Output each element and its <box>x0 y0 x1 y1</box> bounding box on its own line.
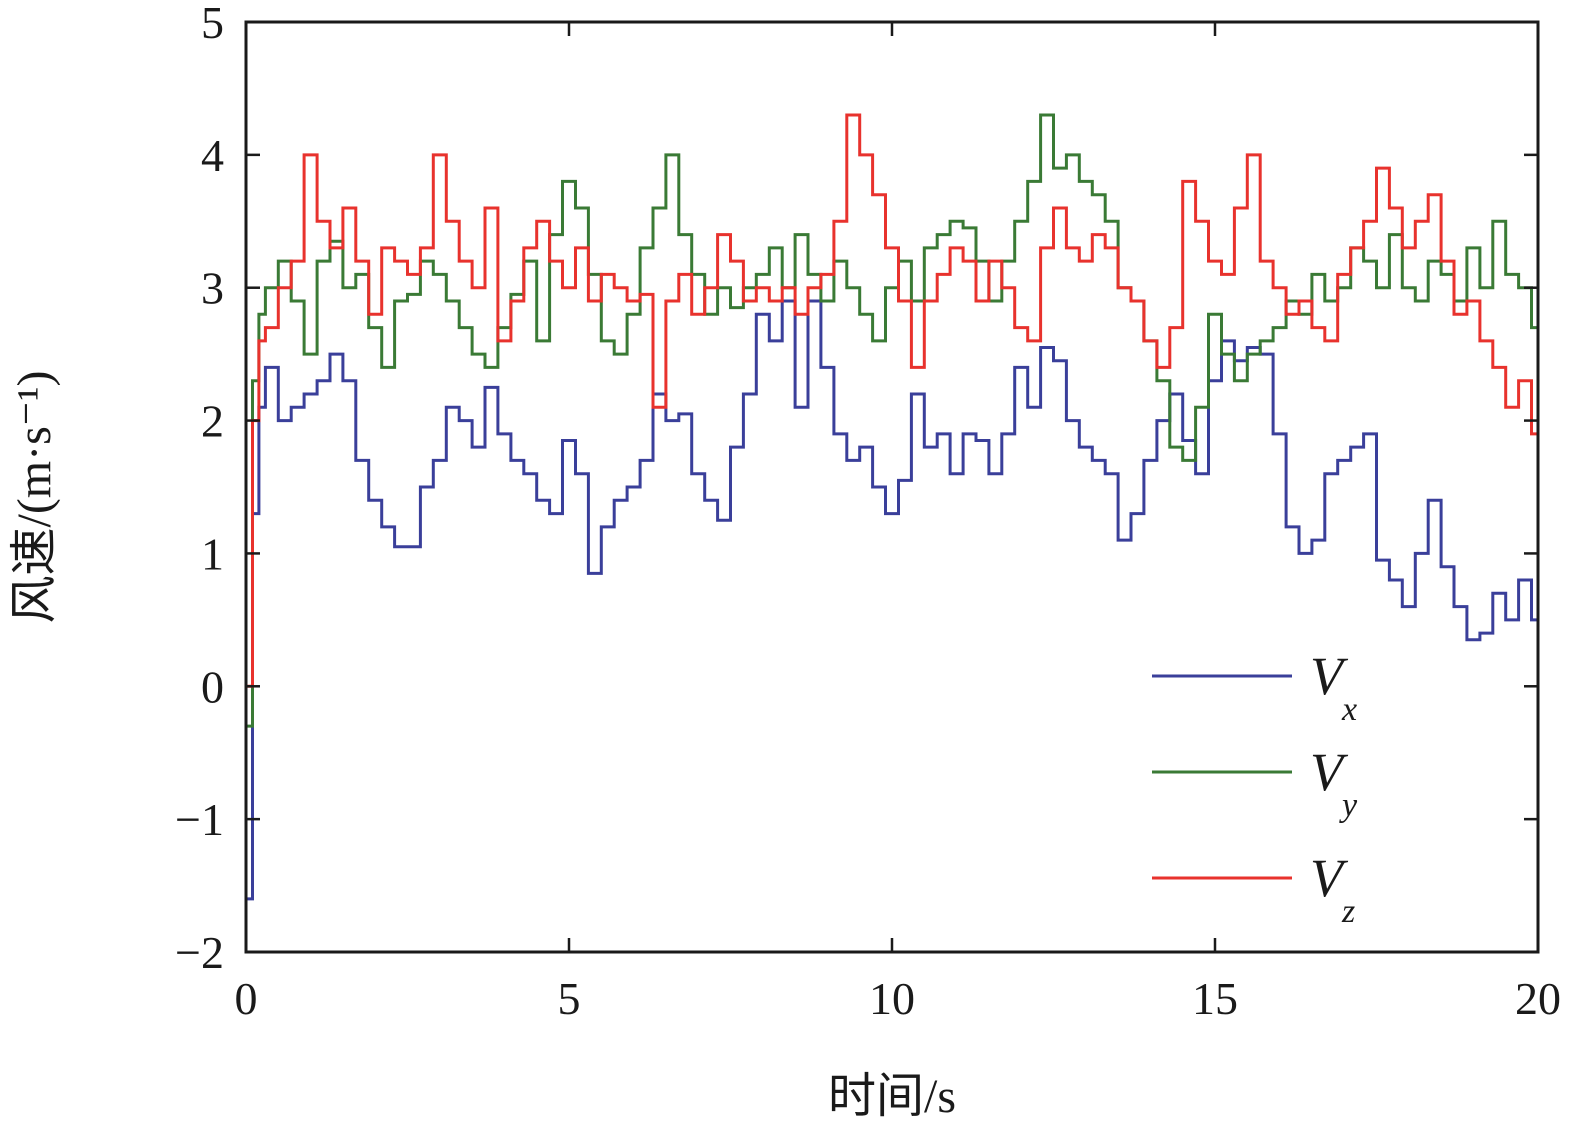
legend-subscript-3: z <box>1341 893 1355 930</box>
x-tick-label: 0 <box>235 973 258 1024</box>
series-line-3 <box>246 113 1540 688</box>
y-tick-label: 3 <box>201 263 224 314</box>
y-tick-label: 5 <box>201 0 224 48</box>
y-tick-label: −1 <box>175 794 224 845</box>
y-tick-label: 0 <box>201 661 224 712</box>
series-line-2 <box>246 113 1540 728</box>
y-tick-label: −2 <box>175 927 224 978</box>
series-line-1 <box>246 299 1540 901</box>
axis-ticks: 0 5 10 15 20 −2 −1 0 1 2 3 4 5 <box>175 0 1561 1024</box>
y-tick-label: 2 <box>201 396 224 447</box>
legend-subscript-2: y <box>1339 787 1358 824</box>
x-tick-label: 5 <box>558 973 581 1024</box>
legend-label-2: V <box>1310 742 1349 802</box>
x-tick-label: 10 <box>869 973 915 1024</box>
x-tick-label: 15 <box>1192 973 1238 1024</box>
y-tick-label: 1 <box>201 528 224 579</box>
y-tick-label: 4 <box>201 130 224 181</box>
legend-label-1: V <box>1310 646 1349 706</box>
series-lines <box>246 113 1540 901</box>
y-axis-label: 风速/(m·s⁻¹) <box>8 370 61 623</box>
legend-label-3: V <box>1310 848 1349 908</box>
x-tick-label: 20 <box>1515 973 1561 1024</box>
x-axis-label: 时间/s <box>828 1070 956 1123</box>
legend-subscript-1: x <box>1341 691 1357 728</box>
